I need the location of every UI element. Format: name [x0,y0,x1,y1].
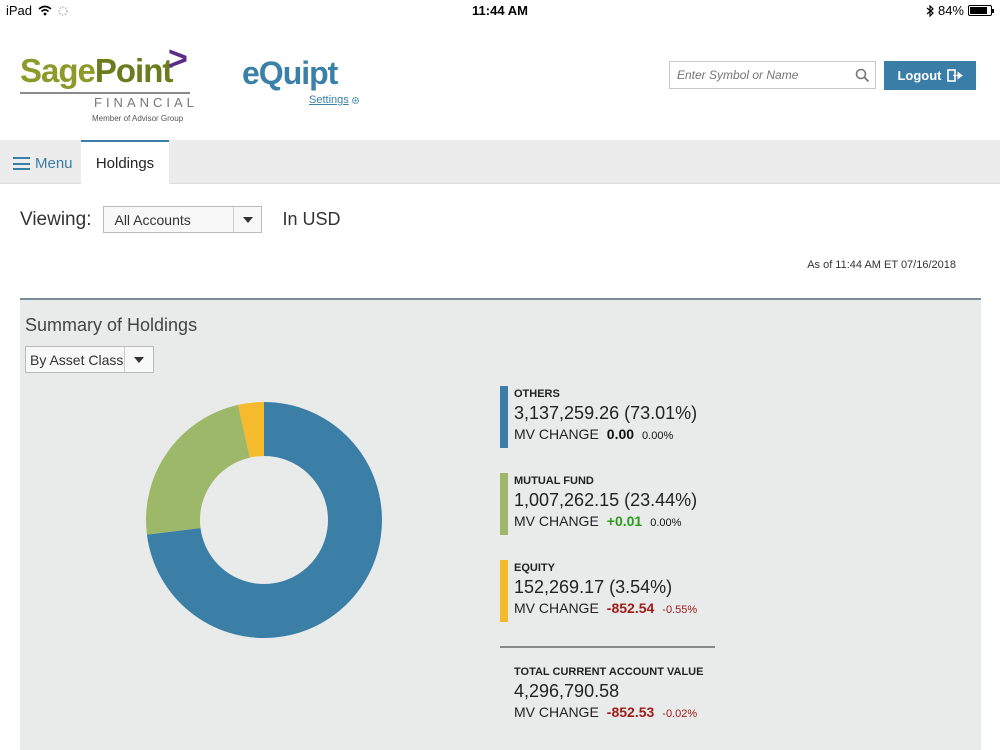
equipt-logo: eQuipt [242,55,338,91]
account-select-value: All Accounts [114,211,191,228]
legend-amount: 3,137,259.26 (73.01%) [514,403,698,423]
logout-button[interactable]: Logout [884,61,976,90]
as-of-timestamp: As of 11:44 AM ET 07/16/2018 [807,259,956,271]
legend-mv-row: MV CHANGE 0.00 0.00% [514,426,697,442]
search-icon[interactable] [855,68,870,83]
legend-mv-pct: 0.00% [650,517,682,529]
status-right: 84% [926,3,994,18]
battery-percent: 84% [937,3,964,18]
legend-color-bar [500,473,508,535]
legend-text: MUTUAL FUND 1,007,262.15 (23.44%) MV CHANG… [514,475,697,529]
legend-mv-change: -852.54 [606,600,655,616]
brand-subtitle: FINANCIAL [92,95,200,110]
legend-text: OTHERS 3,137,259.26 (73.01%) MV CHANGE 0.00… [514,388,697,442]
settings-label: Settings [309,94,349,106]
chevron-down-icon [233,207,261,232]
total-mv-row: MV CHANGE -852.53 -0.02% [514,704,703,720]
brand-part2: Point [94,52,173,89]
legend-category: OTHERS [514,388,560,400]
total-mv-pct: -0.02% [662,708,698,720]
legend-text: EQUITY 152,269.17 (3.54%) MV CHANGE -852.54… [514,562,697,616]
status-bar: iPad 11:44 AM 84% [0,0,1000,22]
donut-slice-others [146,402,382,638]
legend-mv-label: MV CHANGE [514,513,599,529]
app-header: SagePoint > FINANCIAL Member of Advisor … [0,22,1000,140]
viewing-label: Viewing: [20,208,92,230]
legend-mv-change: +0.01 [606,513,643,529]
legend-color-bar [500,386,508,448]
brand-chevron-icon: > [168,40,188,78]
total-account-value: TOTAL CURRENT ACCOUNT VALUE 4,296,790.58… [514,666,703,720]
activity-spinner-icon [58,6,68,15]
hamburger-icon [13,157,30,170]
donut-slice-mutual-fund [146,404,250,535]
account-select[interactable]: All Accounts [103,206,263,233]
symbol-search [669,61,876,89]
menu-label: Menu [35,155,73,172]
donut-slice-equity [237,402,264,458]
legend-category: EQUITY [514,562,555,574]
group-by-value: By Asset Class [30,351,124,368]
brand-wordmark: SagePoint [20,52,195,90]
search-input[interactable] [670,62,850,88]
wifi-icon [38,5,52,16]
device-name: iPad [6,3,33,18]
legend-amount: 1,007,262.15 (23.44%) [514,490,698,510]
legend-mv-row: MV CHANGE +0.01 0.00% [514,513,697,529]
viewing-row: Viewing: All Accounts In USD [20,206,341,233]
legend-mv-label: MV CHANGE [514,426,599,442]
tab-bar: Menu Holdings [0,140,1000,184]
tab-holdings[interactable]: Holdings [81,140,169,184]
gear-icon [351,96,359,104]
brand-part1: Sage [20,52,96,89]
menu-button[interactable]: Menu [13,155,73,172]
legend-mv-pct: -0.55% [662,604,698,616]
battery-icon [968,5,994,16]
legend-mv-row: MV CHANGE -852.54 -0.55% [514,600,697,616]
logout-label: Logout [897,68,942,83]
legend-color-bar [500,560,508,622]
total-mv-change: -852.53 [606,704,655,720]
asset-donut-chart [146,402,382,638]
currency-label: In USD [282,209,341,229]
legend-mv-pct: 0.00% [642,430,674,442]
status-left: iPad [6,3,68,18]
legend-category: MUTUAL FUND [514,475,594,487]
legend-mv-label: MV CHANGE [514,600,599,616]
bluetooth-icon [926,4,934,17]
total-label: TOTAL CURRENT ACCOUNT VALUE [514,666,704,678]
summary-panel: Summary of Holdings By Asset Class OTHER… [20,298,981,750]
chevron-down-icon [124,347,153,372]
group-by-select[interactable]: By Asset Class [25,346,154,373]
summary-title: Summary of Holdings [25,315,198,335]
status-time: 11:44 AM [472,3,528,18]
legend-mv-change: 0.00 [606,426,635,442]
brand-member-text: Member of Advisor Group [92,114,184,123]
sagepoint-logo: SagePoint > FINANCIAL Member of Advisor … [20,40,200,123]
total-mv-label: MV CHANGE [514,704,599,720]
settings-link[interactable]: Settings [309,94,360,106]
total-amount: 4,296,790.58 [514,681,620,701]
total-divider [500,646,715,648]
legend-amount: 152,269.17 (3.54%) [514,577,673,597]
logout-icon [946,69,963,82]
